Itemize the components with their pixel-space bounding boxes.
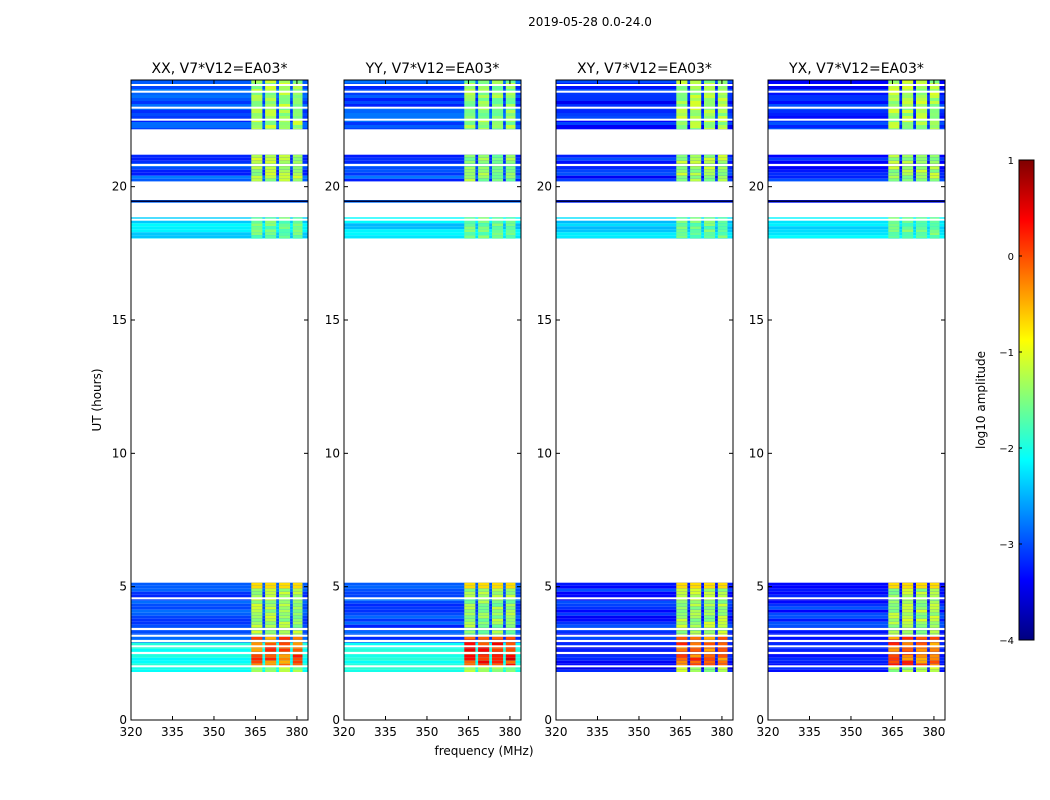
x-tick-label-1-320: 320	[120, 725, 143, 739]
axes-frame-1	[130, 79, 309, 721]
axes-frame-2	[343, 79, 522, 721]
panel-1: XX, V7*V12=EA03* 320 335 350 365 380 0 5 10 15 20	[112, 61, 309, 739]
x-tick-label-4-320: 320	[757, 725, 780, 739]
y-axis-label: UT (hours)	[90, 368, 104, 431]
x-tick-label-3-335: 335	[586, 725, 609, 739]
x-tick-label-4-335: 335	[798, 725, 821, 739]
axes-frame-4	[767, 79, 946, 721]
panel-3: XY, V7*V12=EA03* 320 335 350 365 380 0 5 10 15 20	[537, 61, 734, 739]
colorbar-label: log10 amplitude	[974, 351, 988, 449]
heatmap-panel-4	[768, 80, 945, 672]
x-tick-label-2-365: 365	[457, 725, 480, 739]
y-tick-label-2-5: 5	[332, 580, 340, 594]
y-tick-label-4-10: 10	[749, 446, 764, 460]
panel-title-1: XX, V7*V12=EA03*	[152, 61, 288, 77]
panel-title-4: YX, V7*V12=EA03*	[788, 61, 924, 77]
x-tick-label-1-365: 365	[244, 725, 267, 739]
x-tick-label-2-335: 335	[374, 725, 397, 739]
y-tick-label-3-5: 5	[544, 580, 552, 594]
colorbar-tick-label-3: −2	[999, 444, 1014, 455]
y-tick-label-1-0: 0	[119, 713, 127, 727]
y-tick-label-4-20: 20	[749, 180, 764, 194]
panel-title-2: YY, V7*V12=EA03*	[365, 61, 500, 77]
panel-title-3: XY, V7*V12=EA03*	[577, 61, 712, 77]
y-tick-label-3-15: 15	[537, 313, 552, 327]
y-tick-label-1-5: 5	[119, 580, 127, 594]
colorbar-tick-label-2: −1	[999, 348, 1014, 359]
colorbar-bar	[1018, 159, 1035, 641]
heatmap-panel-1	[131, 80, 308, 672]
colorbar-tick-label-5: −4	[999, 636, 1014, 647]
y-tick-label-3-20: 20	[537, 180, 552, 194]
x-tick-label-2-350: 350	[416, 725, 439, 739]
y-tick-label-2-10: 10	[325, 446, 340, 460]
colorbar-tick-label-4: −3	[999, 540, 1014, 551]
y-tick-label-2-15: 15	[325, 313, 340, 327]
panels: XX, V7*V12=EA03*320 335 350 365 38005101520Y…	[112, 61, 946, 739]
x-tick-label-1-380: 380	[285, 725, 308, 739]
y-tick-label-2-0: 0	[332, 713, 340, 727]
x-tick-label-1-335: 335	[161, 725, 184, 739]
y-tick-label-4-15: 15	[749, 313, 764, 327]
x-tick-label-2-380: 380	[498, 725, 521, 739]
x-tick-label-4-365: 365	[881, 725, 904, 739]
y-tick-label-1-20: 20	[112, 180, 127, 194]
colorbar-tick-label-0: 1	[1008, 156, 1014, 167]
y-tick-label-2-20: 20	[325, 180, 340, 194]
colorbar: 1 0 −1 −2 −3 −4	[999, 156, 1035, 647]
panel-2: YY, V7*V12=EA03* 320 335 350 365 380 0 5 10 15 20	[325, 61, 522, 739]
x-tick-label-3-320: 320	[545, 725, 568, 739]
x-tick-label-4-380: 380	[922, 725, 945, 739]
x-tick-label-4-350: 350	[840, 725, 863, 739]
y-tick-label-3-0: 0	[544, 713, 552, 727]
panel-4: YX, V7*V12=EA03* 320 335 350 365 380 0 5 10 15 20	[749, 61, 946, 739]
x-tick-label-2-320: 320	[333, 725, 356, 739]
y-tick-label-1-10: 10	[112, 446, 127, 460]
x-tick-label-3-380: 380	[710, 725, 733, 739]
figure-suptitle: 2019-05-28 0.0-24.0	[528, 15, 652, 29]
y-tick-label-3-10: 10	[537, 446, 552, 460]
heatmap-panel-3	[556, 80, 733, 672]
colorbar-tick-label-1: 0	[1008, 252, 1014, 263]
y-tick-label-1-15: 15	[112, 313, 127, 327]
y-tick-label-4-5: 5	[756, 580, 764, 594]
x-tick-label-3-365: 365	[669, 725, 692, 739]
axes-frame-3	[555, 79, 734, 721]
y-tick-label-4-0: 0	[756, 713, 764, 727]
x-tick-label-1-350: 350	[203, 725, 226, 739]
x-axis-label: frequency (MHz)	[434, 744, 533, 758]
heatmap-panel-2	[344, 80, 521, 672]
x-tick-label-3-350: 350	[628, 725, 651, 739]
